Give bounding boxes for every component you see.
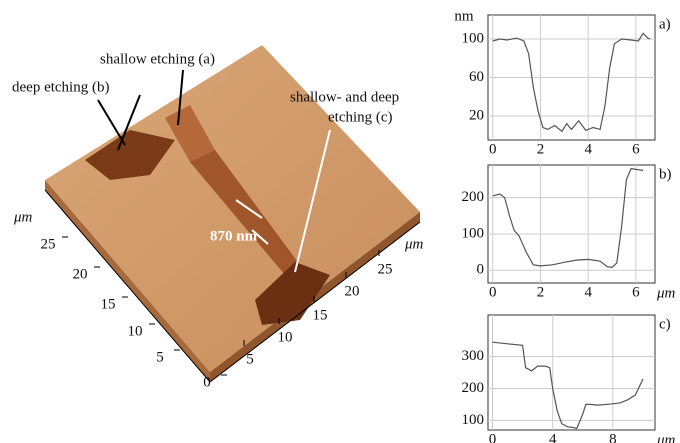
axis-tick-label: 25	[378, 261, 393, 277]
annotation: shallow- and deep	[290, 89, 399, 105]
x-axis-label: μm	[656, 285, 676, 301]
axis-tick-label: 20	[345, 283, 360, 299]
axis-tick-label: 5	[246, 351, 254, 367]
x-tick-label: 4	[549, 431, 557, 443]
axis-tick-label: 25	[41, 236, 56, 252]
y-tick-label: 200	[462, 189, 485, 205]
y-tick-label: 60	[469, 69, 484, 85]
annotation: shallow etching (a)	[100, 51, 215, 67]
y-tick-label: 200	[462, 380, 485, 396]
annotation: 870 nm	[210, 228, 258, 244]
x-axis-label: μm	[656, 432, 676, 443]
x-tick-label: 4	[584, 141, 592, 157]
annotation: etching (c)	[328, 109, 393, 125]
axis-tick-label: 15	[313, 307, 328, 323]
axis-tick-label: 0	[203, 374, 211, 390]
y-tick-label: 100	[462, 225, 485, 241]
x-tick-label: 2	[537, 284, 545, 300]
x-tick-label: 0	[489, 284, 497, 300]
x-tick-label: 0	[489, 141, 497, 157]
x-tick-label: 6	[632, 284, 640, 300]
plot-area	[488, 165, 655, 283]
x-tick-label: 0	[489, 431, 497, 443]
panel-label: a)	[659, 16, 671, 32]
arrow	[98, 100, 125, 145]
y-tick-label: 0	[477, 262, 485, 278]
y-tick-label: 100	[462, 412, 485, 428]
plot-area	[488, 315, 655, 430]
x-tick-label: 8	[609, 431, 617, 443]
y-tick-label: 20	[469, 107, 484, 123]
x-tick-label: 4	[584, 284, 592, 300]
annotation: deep etching (b)	[12, 79, 109, 95]
axis-label: μm	[13, 209, 33, 225]
axis-tick-label: 10	[278, 329, 293, 345]
axis-tick-label: 10	[128, 323, 143, 339]
axis-tick-label: 20	[73, 266, 88, 282]
figure: shallow etching (a) deep etching (b) sha…	[0, 0, 680, 443]
x-tick-label: 6	[632, 141, 640, 157]
axis-tick-label: 15	[101, 296, 116, 312]
panel-label: b)	[659, 166, 672, 182]
y-axis-label: nm	[454, 8, 474, 24]
axis-tick-label: 5	[156, 349, 164, 365]
axis-label: μm	[404, 236, 424, 252]
y-tick-label: 300	[462, 348, 485, 364]
x-tick-label: 2	[537, 141, 545, 157]
y-tick-label: 100	[462, 30, 485, 46]
panel-label: c)	[659, 316, 671, 332]
